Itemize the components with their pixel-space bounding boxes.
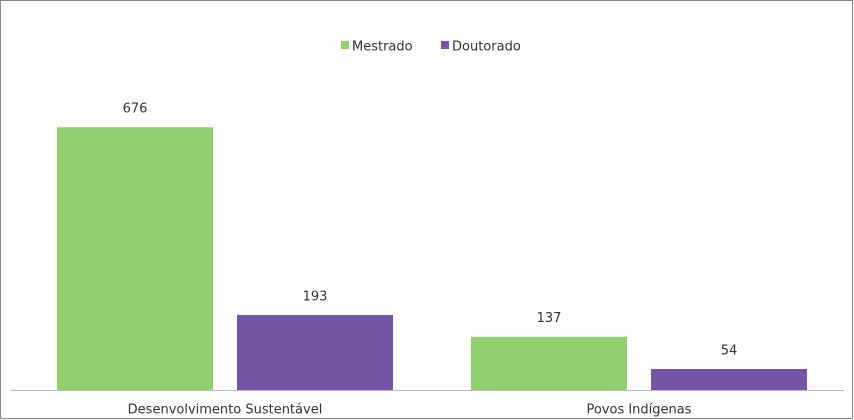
x-tick-label: Desenvolvimento Sustentável xyxy=(128,403,323,418)
bar xyxy=(57,127,213,390)
legend-swatch xyxy=(441,41,449,49)
data-label: 193 xyxy=(303,289,328,304)
data-label: 54 xyxy=(721,344,738,359)
bar xyxy=(651,369,807,390)
data-label: 676 xyxy=(123,102,148,117)
legend-label: Mestrado xyxy=(352,40,413,55)
data-label: 137 xyxy=(537,311,562,326)
x-tick-label: Povos Indígenas xyxy=(586,403,691,418)
bar xyxy=(237,314,393,390)
legend-swatch xyxy=(341,41,349,49)
bar xyxy=(471,336,627,390)
legend-label: Doutorado xyxy=(452,40,521,55)
